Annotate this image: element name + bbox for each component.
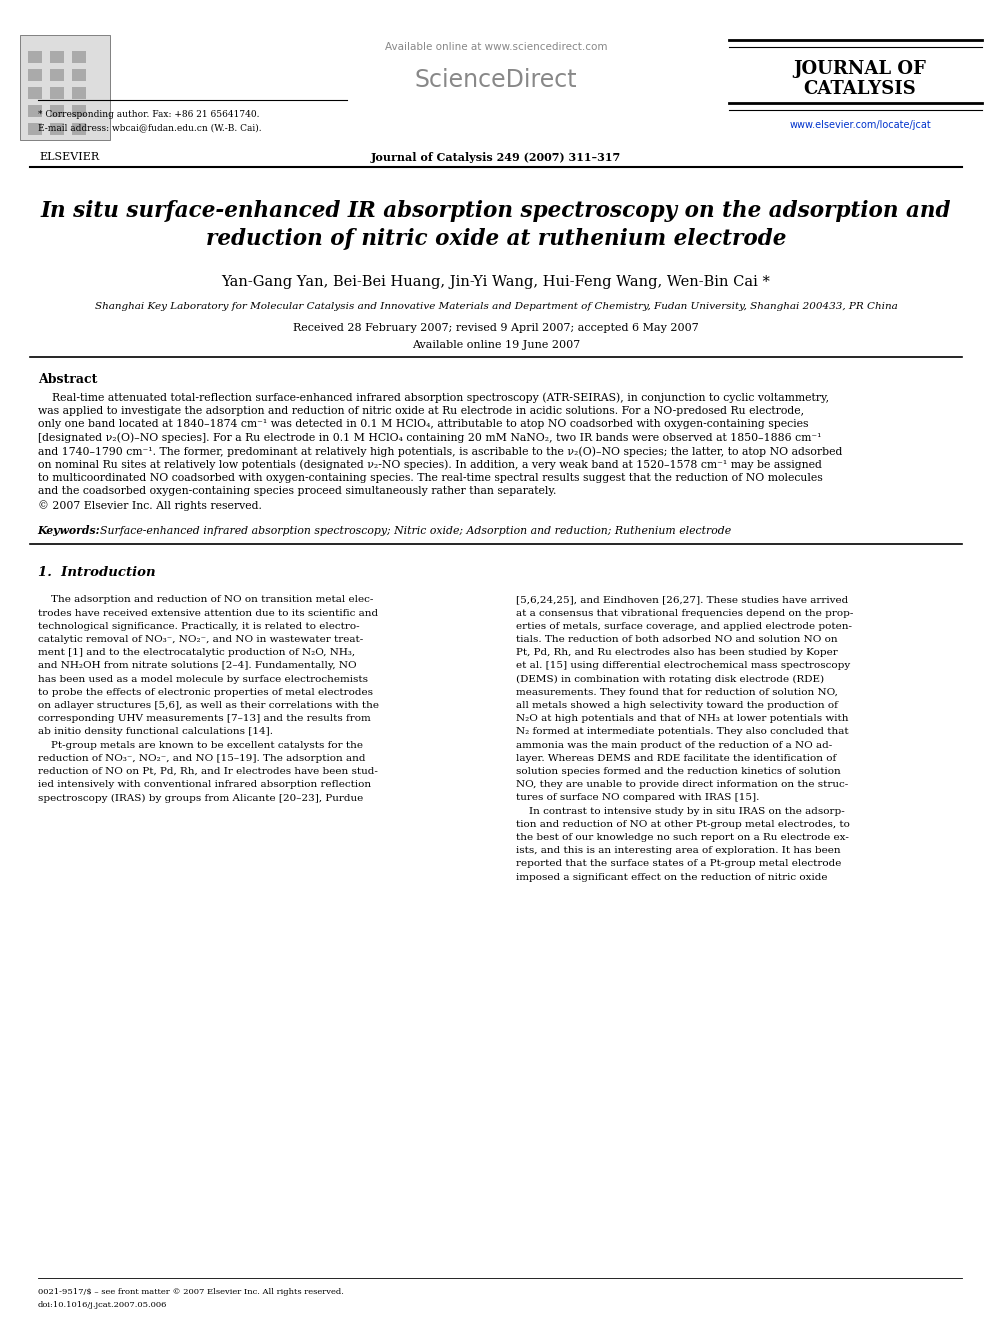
Text: The adsorption and reduction of NO on transition metal elec-: The adsorption and reduction of NO on tr…: [38, 595, 373, 605]
Text: tures of surface NO compared with IRAS [15].: tures of surface NO compared with IRAS […: [516, 794, 759, 803]
Text: N₂O at high potentials and that of NH₃ at lower potentials with: N₂O at high potentials and that of NH₃ a…: [516, 714, 848, 724]
Bar: [50, 123, 64, 135]
Bar: [72, 123, 86, 135]
Text: Yan-Gang Yan, Bei-Bei Huang, Jin-Yi Wang, Hui-Feng Wang, Wen-Bin Cai *: Yan-Gang Yan, Bei-Bei Huang, Jin-Yi Wang…: [221, 275, 771, 288]
Text: NO, they are unable to provide direct information on the struc-: NO, they are unable to provide direct in…: [516, 781, 848, 790]
Text: solution species formed and the reduction kinetics of solution: solution species formed and the reductio…: [516, 767, 840, 777]
Text: trodes have received extensive attention due to its scientific and: trodes have received extensive attention…: [38, 609, 378, 618]
Text: reported that the surface states of a Pt-group metal electrode: reported that the surface states of a Pt…: [516, 860, 841, 868]
Bar: [72, 105, 86, 116]
Text: catalytic removal of NO₃⁻, NO₂⁻, and NO in wastewater treat-: catalytic removal of NO₃⁻, NO₂⁻, and NO …: [38, 635, 363, 644]
Text: 1.  Introduction: 1. Introduction: [38, 565, 156, 578]
Text: Pt-group metals are known to be excellent catalysts for the: Pt-group metals are known to be excellen…: [38, 741, 363, 750]
Bar: [28, 52, 42, 64]
Bar: [28, 123, 42, 135]
Text: on adlayer structures [5,6], as well as their correlations with the: on adlayer structures [5,6], as well as …: [38, 701, 379, 710]
Bar: [50, 69, 64, 81]
Text: ment [1] and to the electrocatalytic production of N₂O, NH₃,: ment [1] and to the electrocatalytic pro…: [38, 648, 355, 658]
Text: technological significance. Practically, it is related to electro-: technological significance. Practically,…: [38, 622, 359, 631]
Text: spectroscopy (IRAS) by groups from Alicante [20–23], Purdue: spectroscopy (IRAS) by groups from Alica…: [38, 794, 363, 803]
Text: layer. Whereas DEMS and RDE facilitate the identification of: layer. Whereas DEMS and RDE facilitate t…: [516, 754, 836, 763]
Bar: [50, 105, 64, 116]
Text: and 1740–1790 cm⁻¹. The former, predominant at relatively high potentials, is as: and 1740–1790 cm⁻¹. The former, predomin…: [38, 446, 842, 456]
Bar: [28, 105, 42, 116]
Text: JOURNAL OF: JOURNAL OF: [794, 60, 927, 78]
Text: reduction of NO₃⁻, NO₂⁻, and NO [15–19]. The adsorption and: reduction of NO₃⁻, NO₂⁻, and NO [15–19].…: [38, 754, 365, 763]
Text: reduction of NO on Pt, Pd, Rh, and Ir electrodes have been stud-: reduction of NO on Pt, Pd, Rh, and Ir el…: [38, 767, 378, 777]
Text: at a consensus that vibrational frequencies depend on the prop-: at a consensus that vibrational frequenc…: [516, 609, 853, 618]
Text: Surface-enhanced infrared absorption spectroscopy; Nitric oxide; Adsorption and : Surface-enhanced infrared absorption spe…: [99, 525, 731, 536]
Text: reduction of nitric oxide at ruthenium electrode: reduction of nitric oxide at ruthenium e…: [205, 228, 787, 250]
Text: ists, and this is an interesting area of exploration. It has been: ists, and this is an interesting area of…: [516, 847, 840, 855]
Text: Received 28 February 2007; revised 9 April 2007; accepted 6 May 2007: Received 28 February 2007; revised 9 Apr…: [293, 323, 699, 333]
Text: ScienceDirect: ScienceDirect: [415, 67, 577, 93]
Text: all metals showed a high selectivity toward the production of: all metals showed a high selectivity tow…: [516, 701, 837, 710]
Text: ELSEVIER: ELSEVIER: [40, 152, 99, 161]
Text: Abstract: Abstract: [38, 373, 97, 386]
Text: Pt, Pd, Rh, and Ru electrodes also has been studied by Koper: Pt, Pd, Rh, and Ru electrodes also has b…: [516, 648, 837, 658]
Text: corresponding UHV measurements [7–13] and the results from: corresponding UHV measurements [7–13] an…: [38, 714, 370, 724]
Text: Available online at www.sciencedirect.com: Available online at www.sciencedirect.co…: [385, 42, 607, 52]
Text: ied intensively with conventional infrared absorption reflection: ied intensively with conventional infrar…: [38, 781, 371, 790]
Text: © 2007 Elsevier Inc. All rights reserved.: © 2007 Elsevier Inc. All rights reserved…: [38, 500, 262, 511]
Text: * Corresponding author. Fax: +86 21 65641740.: * Corresponding author. Fax: +86 21 6564…: [38, 110, 259, 119]
Text: to probe the effects of electronic properties of metal electrodes: to probe the effects of electronic prope…: [38, 688, 373, 697]
Text: ab initio density functional calculations [14].: ab initio density functional calculation…: [38, 728, 273, 737]
Text: Real-time attenuated total-reflection surface-enhanced infrared absorption spect: Real-time attenuated total-reflection su…: [38, 392, 829, 402]
Text: was applied to investigate the adsorption and reduction of nitric oxide at Ru el: was applied to investigate the adsorptio…: [38, 406, 804, 415]
Text: [designated ν₂(O)–NO species]. For a Ru electrode in 0.1 M HClO₄ containing 20 m: [designated ν₂(O)–NO species]. For a Ru …: [38, 433, 821, 443]
Text: In contrast to intensive study by in situ IRAS on the adsorp-: In contrast to intensive study by in sit…: [516, 807, 844, 816]
Text: E-mail address: wbcai@fudan.edu.cn (W.-B. Cai).: E-mail address: wbcai@fudan.edu.cn (W.-B…: [38, 123, 261, 132]
Text: ammonia was the main product of the reduction of a NO ad-: ammonia was the main product of the redu…: [516, 741, 832, 750]
Text: Journal of Catalysis 249 (2007) 311–317: Journal of Catalysis 249 (2007) 311–317: [371, 152, 621, 163]
Text: et al. [15] using differential electrochemical mass spectroscopy: et al. [15] using differential electroch…: [516, 662, 850, 671]
Text: CATALYSIS: CATALYSIS: [804, 79, 917, 98]
Text: tials. The reduction of both adsorbed NO and solution NO on: tials. The reduction of both adsorbed NO…: [516, 635, 837, 644]
Text: www.elsevier.com/locate/jcat: www.elsevier.com/locate/jcat: [790, 120, 930, 130]
Text: In situ surface-enhanced IR absorption spectroscopy on the adsorption and: In situ surface-enhanced IR absorption s…: [41, 200, 951, 222]
Text: only one band located at 1840–1874 cm⁻¹ was detected in 0.1 M HClO₄, attributabl: only one band located at 1840–1874 cm⁻¹ …: [38, 419, 808, 429]
Text: and the coadsorbed oxygen-containing species proceed simultaneously rather than : and the coadsorbed oxygen-containing spe…: [38, 487, 557, 496]
Text: Shanghai Key Laboratory for Molecular Catalysis and Innovative Materials and Dep: Shanghai Key Laboratory for Molecular Ca…: [94, 302, 898, 311]
Bar: [28, 87, 42, 99]
Text: N₂ formed at intermediate potentials. They also concluded that: N₂ formed at intermediate potentials. Th…: [516, 728, 848, 737]
Text: [5,6,24,25], and Eindhoven [26,27]. These studies have arrived: [5,6,24,25], and Eindhoven [26,27]. Thes…: [516, 595, 848, 605]
Text: Keywords:: Keywords:: [38, 525, 100, 537]
Text: doi:10.1016/j.jcat.2007.05.006: doi:10.1016/j.jcat.2007.05.006: [38, 1301, 167, 1308]
Text: (DEMS) in combination with rotating disk electrode (RDE): (DEMS) in combination with rotating disk…: [516, 675, 824, 684]
Text: Available online 19 June 2007: Available online 19 June 2007: [412, 340, 580, 351]
Bar: [20, 34, 110, 140]
Text: measurements. They found that for reduction of solution NO,: measurements. They found that for reduct…: [516, 688, 837, 697]
Bar: [72, 69, 86, 81]
Bar: [72, 87, 86, 99]
Text: erties of metals, surface coverage, and applied electrode poten-: erties of metals, surface coverage, and …: [516, 622, 852, 631]
Text: on nominal Ru sites at relatively low potentials (designated ν₂-NO species). In : on nominal Ru sites at relatively low po…: [38, 459, 821, 470]
Text: imposed a significant effect on the reduction of nitric oxide: imposed a significant effect on the redu…: [516, 873, 827, 881]
Text: the best of our knowledge no such report on a Ru electrode ex-: the best of our knowledge no such report…: [516, 833, 849, 843]
Bar: [50, 52, 64, 64]
Text: 0021-9517/$ – see front matter © 2007 Elsevier Inc. All rights reserved.: 0021-9517/$ – see front matter © 2007 El…: [38, 1289, 343, 1297]
Text: to multicoordinated NO coadsorbed with oxygen-containing species. The real-time : to multicoordinated NO coadsorbed with o…: [38, 474, 822, 483]
Bar: [50, 87, 64, 99]
Text: and NH₂OH from nitrate solutions [2–4]. Fundamentally, NO: and NH₂OH from nitrate solutions [2–4]. …: [38, 662, 356, 671]
Bar: [72, 52, 86, 64]
Text: has been used as a model molecule by surface electrochemists: has been used as a model molecule by sur…: [38, 675, 368, 684]
Bar: [28, 69, 42, 81]
Text: tion and reduction of NO at other Pt-group metal electrodes, to: tion and reduction of NO at other Pt-gro…: [516, 820, 850, 830]
